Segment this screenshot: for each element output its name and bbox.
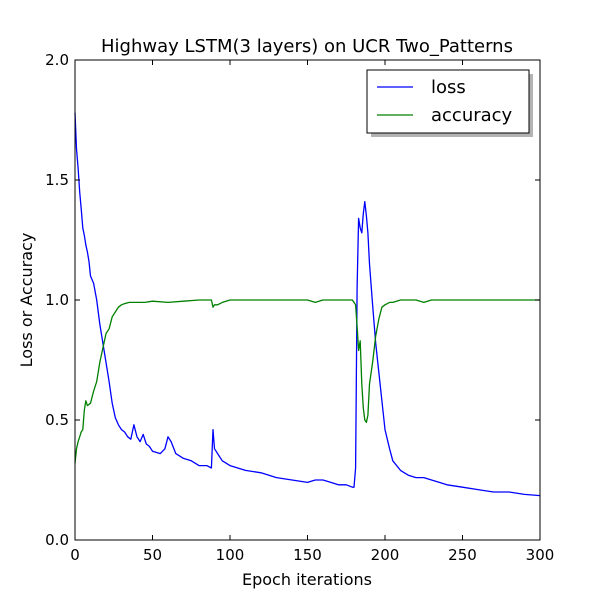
x-tick-label: 100 [216,546,245,564]
x-tick-label: 150 [293,546,322,564]
x-axis-label: Epoch iterations [242,570,372,589]
x-tick-label: 0 [70,546,80,564]
y-tick-label: 0.5 [45,411,69,429]
legend-label-loss: loss [431,77,466,98]
legend-label-accuracy: accuracy [431,105,513,126]
y-tick-label: 1.0 [45,291,69,309]
y-axis-label: Loss or Accuracy [17,233,36,368]
chart-title: Highway LSTM(3 layers) on UCR Two_Patter… [101,36,513,57]
y-tick-label: 0.0 [45,531,69,549]
y-tick-label: 2.0 [45,51,69,69]
legend: loss accuracy [366,69,533,137]
series-line-accuracy [74,299,540,464]
x-tick-label: 200 [371,546,400,564]
x-tick-label: 50 [143,546,162,564]
y-tick-label: 1.5 [45,171,69,189]
tick-layer: 0 50 100 150 200 250 300 0.0 0.5 1.0 1.5 2.0 [45,51,554,564]
series-line-loss [74,112,541,497]
x-tick-label: 250 [448,546,477,564]
series-layer [74,112,541,497]
legend-box [366,69,530,134]
x-tick-label: 300 [526,546,555,564]
